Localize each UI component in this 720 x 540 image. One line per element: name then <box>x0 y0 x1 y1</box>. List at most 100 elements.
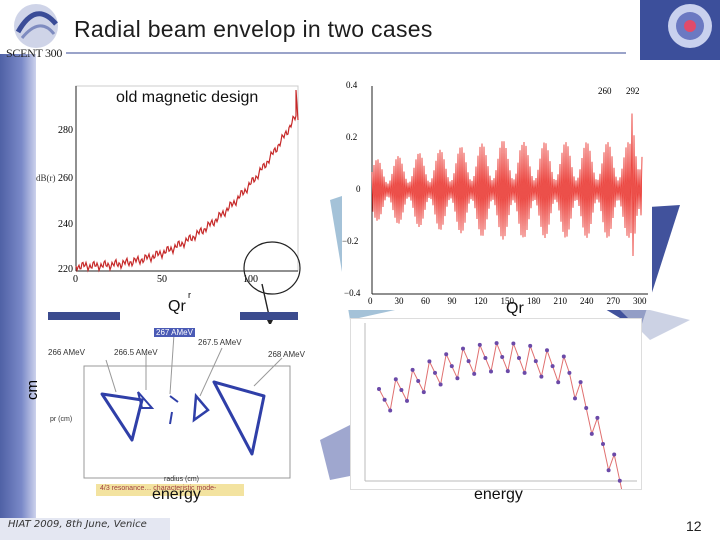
br-point <box>584 405 589 410</box>
br-point <box>578 380 583 385</box>
br-point <box>589 431 594 436</box>
br-point <box>556 380 561 385</box>
figure-caption: 4/3 resonance… characteristic mode- <box>100 485 217 492</box>
tr-xtick: 90 <box>447 296 457 306</box>
tr-top-label: 292 <box>626 86 640 96</box>
top-right-plot: 0.4 0.2 0 −0.2 −0.4 0 30 60 90 120 150 180 210 2… <box>342 80 652 310</box>
br-point <box>601 442 605 447</box>
br-point <box>500 355 505 359</box>
slide-title: Radial beam envelop in two cases <box>74 16 433 42</box>
br-point <box>466 359 471 364</box>
tl-ytick: 260 <box>58 173 73 184</box>
br-point <box>416 378 421 383</box>
footer-strip <box>0 518 170 540</box>
title-divider <box>66 52 626 54</box>
tl-xtick: 100 <box>243 274 258 285</box>
tr-xtick: 180 <box>527 296 541 306</box>
tl-ylabel: dB(r) <box>36 173 56 183</box>
tr-ytick: −0.4 <box>344 288 361 298</box>
xlabel-energy-right: energy <box>474 486 523 503</box>
tr-xtick: 150 <box>500 296 515 306</box>
tr-ytick: 0 <box>356 184 361 194</box>
tl-ytick: 240 <box>58 219 73 230</box>
br-point <box>573 396 577 401</box>
bottom-left-ylabel: cm <box>24 380 41 400</box>
br-point <box>545 348 549 353</box>
br-point <box>522 370 527 375</box>
br-point <box>539 374 544 379</box>
tl-xtick: 0 <box>73 274 78 285</box>
footer-text: HIAT 2009, 8th June, Venice <box>8 519 147 530</box>
band-decor <box>48 312 120 320</box>
br-point <box>517 356 521 361</box>
br-point <box>472 371 477 376</box>
br-point <box>444 352 449 357</box>
br-point <box>388 408 393 413</box>
energy-label: 266 AMeV <box>48 348 85 357</box>
br-point <box>399 388 404 393</box>
br-point <box>505 369 510 374</box>
br-point <box>483 356 488 361</box>
axis-label-qr-left: Qr <box>168 298 186 315</box>
tr-xtick: 270 <box>606 296 621 306</box>
br-point <box>421 390 426 395</box>
br-point <box>393 377 398 382</box>
inner-xlabel: radius (cm) <box>164 476 200 483</box>
side-strip <box>0 54 36 540</box>
br-point <box>606 468 611 473</box>
br-point <box>617 478 622 483</box>
br-point <box>427 359 432 364</box>
energy-label: 268 AMeV <box>268 350 305 359</box>
tr-top-label: 260 <box>598 86 612 96</box>
tr-xtick: 300 <box>633 296 647 306</box>
energy-label: 267 AMeV <box>154 328 195 337</box>
tl-annotation: old magnetic design <box>116 89 259 106</box>
br-point <box>449 364 454 369</box>
top-left-plot: 280 260 240 220 dB(r) 0 50 100 old magne… <box>36 80 302 295</box>
page-number: 12 <box>686 518 702 534</box>
corner-graphic <box>640 0 720 60</box>
xlabel-energy-left: energy <box>152 486 201 503</box>
tr-xtick: 210 <box>553 296 568 306</box>
tr-ytick: 0.4 <box>346 80 358 90</box>
br-point <box>433 370 437 375</box>
br-point <box>494 341 499 346</box>
axis-label-qr-right: Qr <box>506 300 524 317</box>
br-point <box>461 346 465 351</box>
br-point <box>533 359 538 364</box>
br-point <box>410 367 415 372</box>
br-point <box>511 341 516 346</box>
tl-ytick: 280 <box>58 125 73 136</box>
tl-xtick: 50 <box>157 274 167 285</box>
tr-xtick: 60 <box>421 296 430 306</box>
br-point <box>595 415 600 420</box>
bottom-left-plot: 266 AMeV 266.5 AMeV 267 AMeV 267.5 AMeV … <box>46 324 312 500</box>
tr-xtick: 240 <box>580 296 594 306</box>
tr-xtick: 0 <box>368 296 373 306</box>
br-point <box>377 387 381 391</box>
tr-ytick: 0.2 <box>346 132 358 142</box>
br-point <box>561 354 566 359</box>
tl-ytick: 220 <box>58 264 73 275</box>
tr-xtick: 30 <box>394 296 404 306</box>
br-point <box>567 370 572 375</box>
tr-ytick: −0.2 <box>342 236 359 246</box>
br-point <box>489 369 493 374</box>
bottom-right-plot <box>350 318 642 509</box>
energy-label: 267.5 AMeV <box>198 338 242 347</box>
inner-ylabel: pr (cm) <box>50 416 73 423</box>
br-point <box>382 397 387 402</box>
axis-label-qr-superscript: r <box>188 290 191 300</box>
energy-label: 266.5 AMeV <box>114 348 158 357</box>
br-point <box>477 342 482 347</box>
band-decor <box>240 312 298 320</box>
br-point <box>455 376 460 381</box>
br-point <box>550 364 555 369</box>
br-point <box>405 398 409 403</box>
br-point <box>438 382 443 387</box>
br-point <box>612 452 617 457</box>
scent-logo <box>14 4 58 48</box>
br-point <box>528 343 533 348</box>
tr-xtick: 120 <box>474 296 488 306</box>
logo-text: SCENT 300 <box>6 46 63 60</box>
